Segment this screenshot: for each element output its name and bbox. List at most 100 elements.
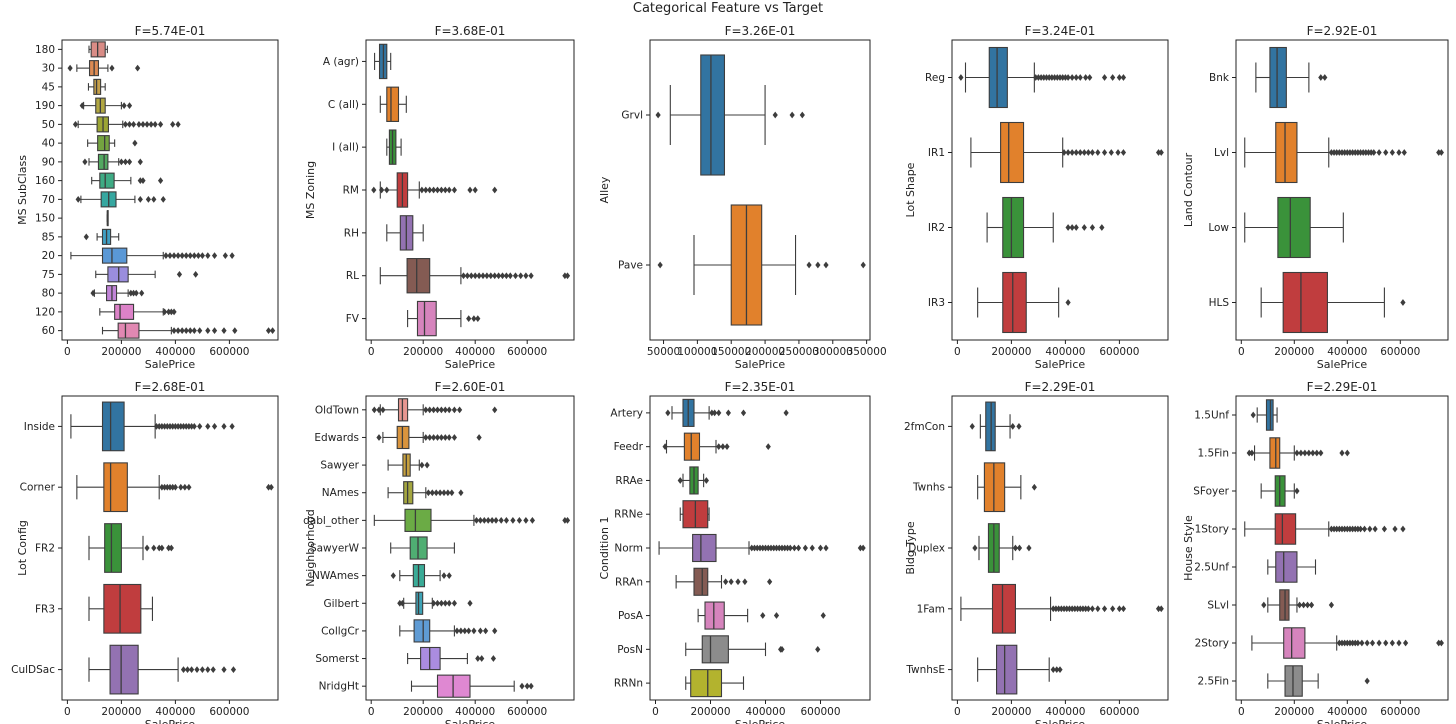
y-tick-label: Reg [925, 72, 945, 84]
outlier-point [162, 423, 168, 430]
outlier-point [662, 443, 668, 451]
outlier-point [519, 682, 525, 690]
outlier-point [806, 261, 812, 269]
y-tick-label: 85 [42, 231, 55, 243]
outlier-point [1101, 74, 1108, 81]
y-tick-label: C (all) [328, 99, 359, 111]
outlier-point [958, 74, 964, 81]
outlier-point [1120, 605, 1127, 613]
iqr-box [406, 258, 431, 294]
y-axis-label: MS Zoning [304, 161, 317, 219]
outlier-point [159, 544, 165, 552]
axes-frame [649, 395, 871, 701]
y-tick-label: 50 [42, 119, 55, 131]
iqr-box [1284, 665, 1303, 697]
iqr-box [107, 266, 129, 283]
iqr-box [991, 583, 1017, 634]
outlier-point [1053, 605, 1059, 613]
outlier-point [1363, 149, 1369, 156]
outlier-point [434, 599, 441, 607]
axes-frame [365, 39, 575, 341]
iqr-box [1279, 589, 1290, 621]
outlier-point [773, 612, 780, 619]
outlier-point [1049, 74, 1055, 81]
y-tick-label: 1.5Unf [1194, 410, 1229, 422]
outlier-point [109, 64, 115, 72]
outlier-point [1061, 149, 1067, 156]
outlier-point [1400, 525, 1406, 533]
outlier-point [128, 289, 134, 297]
y-tick-label: 20 [42, 250, 55, 262]
y-axis-label: MS SubClass [16, 155, 29, 225]
outlier-point [473, 516, 480, 524]
x-tick-label: 350000 [847, 346, 887, 358]
panel-8: F=2.35E-01 Artery Feedr RRAe RRNe Norm RRAn Pos… [598, 380, 871, 724]
outlier-point [1314, 449, 1320, 457]
outlier-point [1396, 149, 1402, 156]
y-tick-label: IR3 [928, 297, 945, 309]
outlier-point [1072, 605, 1078, 613]
outlier-point [1308, 601, 1315, 609]
outlier-point [144, 120, 150, 128]
y-tick-label: Pave [618, 260, 643, 272]
outlier-point [379, 186, 385, 194]
x-tick-label: 400000 [1327, 346, 1367, 358]
x-tick-label: 400000 [455, 706, 495, 718]
outlier-point [164, 483, 170, 491]
x-tick-label: 200000 [1274, 346, 1314, 358]
box-oldtown [371, 398, 498, 422]
outlier-point [445, 489, 451, 497]
panel-7: F=2.60E-01 OldTown Edwards Sawyer NAmes dabl_… [303, 380, 575, 724]
outlier-point [1050, 605, 1056, 613]
outlier-point [162, 483, 168, 491]
outlier-point [211, 327, 218, 335]
outlier-point [466, 627, 472, 635]
y-tick-label: Somerst [315, 653, 359, 665]
outlier-point [467, 599, 473, 607]
iqr-box [404, 508, 432, 532]
outlier-point [446, 406, 452, 414]
outlier-point [193, 270, 199, 278]
outlier-point [1438, 639, 1444, 647]
y-tick-label: 180 [35, 44, 55, 56]
outlier-point [464, 272, 470, 280]
outlier-point [160, 195, 166, 203]
outlier-point [151, 544, 157, 552]
outlier-point [126, 102, 133, 110]
outlier-point [431, 434, 437, 441]
outlier-point [1339, 639, 1345, 647]
outlier-point [1120, 149, 1127, 156]
box-i-all- [386, 129, 402, 165]
box-pave [657, 204, 866, 326]
axes-frame [61, 39, 279, 341]
outlier-point [479, 655, 485, 662]
outlier-point [1115, 149, 1121, 156]
y-tick-label: 30 [42, 63, 55, 75]
outlier-point [172, 483, 178, 491]
outlier-point [434, 406, 441, 414]
outlier-point [1010, 423, 1016, 430]
outlier-point [1073, 149, 1079, 156]
outlier-point [657, 261, 663, 269]
outlier-point [1381, 525, 1387, 533]
outlier-point [1350, 149, 1356, 156]
outlier-point [489, 516, 495, 524]
outlier-point [419, 186, 425, 194]
x-tick-label: 0 [652, 706, 659, 718]
y-axis-label: Alley [598, 176, 611, 203]
box-slvl [1261, 589, 1334, 621]
outlier-point [384, 186, 390, 194]
outlier-point [703, 477, 709, 484]
outlier-point [787, 544, 793, 552]
outlier-point [1083, 74, 1089, 81]
panel-10: F=2.29E-01 1.5Unf 1.5Fin SFoyer 1Story 2.5Unf… [1182, 380, 1449, 724]
outlier-point [135, 64, 141, 72]
outlier-point [791, 544, 797, 552]
y-tick-label: PosA [618, 610, 644, 622]
x-axis-label: SalePrice [735, 718, 786, 724]
box-rh [386, 215, 424, 251]
outlier-point [437, 489, 443, 497]
outlier-point [765, 443, 771, 451]
outlier-point [564, 516, 571, 524]
outlier-point [857, 544, 863, 552]
